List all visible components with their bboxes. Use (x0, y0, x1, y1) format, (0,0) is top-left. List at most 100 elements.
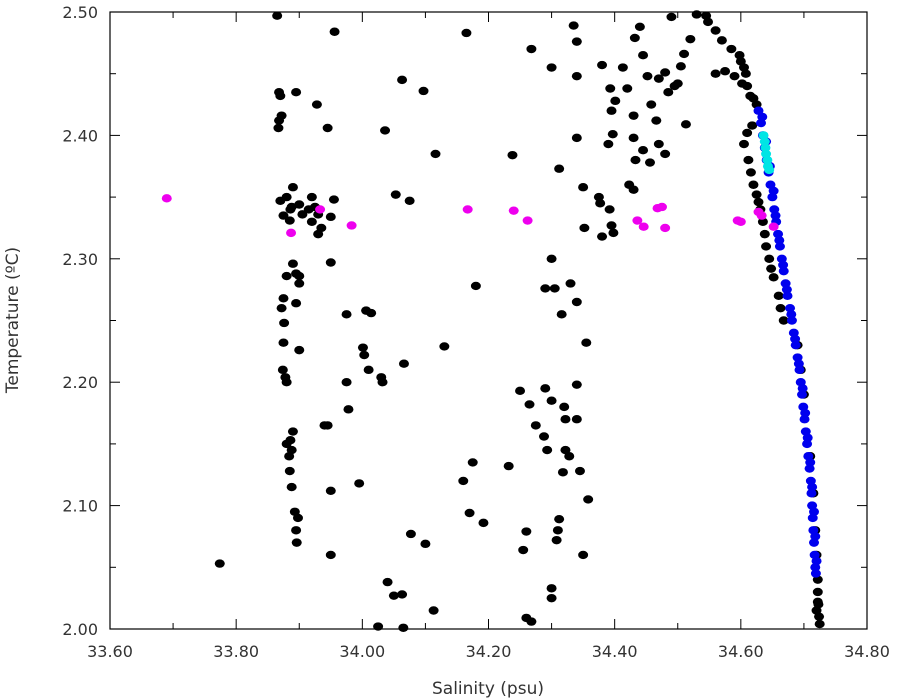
data-point (560, 445, 571, 455)
y-tick-label: 2.00 (62, 620, 98, 639)
data-point (672, 79, 683, 88)
data-point (554, 164, 565, 173)
data-point (703, 17, 714, 27)
data-point (785, 303, 796, 313)
data-point (759, 137, 770, 146)
data-point (734, 50, 745, 60)
data-point (810, 532, 821, 541)
data-point (583, 495, 594, 504)
data-point (546, 254, 557, 263)
data-point (710, 69, 721, 78)
data-point (470, 281, 481, 291)
data-point (526, 44, 537, 54)
data-point (638, 146, 649, 155)
data-point (768, 273, 779, 282)
data-point (565, 279, 576, 288)
x-axis-title: Salinity (psu) (432, 679, 544, 699)
data-point (653, 139, 664, 149)
data-point (642, 71, 653, 81)
data-point (685, 34, 696, 44)
data-point (809, 507, 820, 516)
data-point (630, 155, 641, 165)
data-point (507, 150, 518, 160)
data-point (279, 318, 290, 328)
data-point (710, 26, 721, 35)
data-point (593, 192, 604, 202)
data-point (530, 421, 541, 430)
data-point (397, 590, 408, 599)
data-point (743, 155, 754, 165)
data-point (660, 223, 671, 233)
data-point (604, 205, 615, 214)
data-point (646, 100, 657, 109)
data-point (281, 271, 292, 281)
data-point (805, 458, 816, 467)
data-point (549, 284, 560, 293)
data-point (764, 254, 775, 263)
data-point (753, 106, 764, 115)
data-point (286, 228, 297, 238)
data-point (597, 232, 608, 241)
data-point (439, 342, 450, 351)
data-point (781, 285, 792, 294)
data-point (735, 217, 746, 226)
data-points (161, 10, 825, 632)
data-point (467, 458, 478, 467)
plot-frame (109, 11, 868, 630)
data-point (738, 63, 749, 72)
data-point (790, 334, 801, 344)
data-point (277, 365, 288, 375)
data-point (214, 559, 225, 568)
data-point (526, 617, 537, 626)
data-point (554, 514, 565, 524)
data-point (275, 91, 286, 101)
data-point (390, 190, 401, 199)
data-point (769, 205, 780, 214)
data-point (546, 593, 557, 603)
data-point (377, 378, 388, 387)
data-point (790, 340, 801, 350)
data-point (666, 12, 677, 22)
x-tick-label: 33.80 (213, 642, 259, 661)
data-point (742, 128, 753, 138)
data-point (325, 486, 336, 495)
data-point (786, 316, 797, 325)
data-point (287, 259, 298, 268)
data-point (322, 123, 333, 133)
data-point (606, 221, 617, 230)
data-point (610, 96, 621, 106)
data-point (753, 197, 764, 207)
data-point (398, 623, 409, 632)
data-point (794, 365, 805, 375)
data-point (571, 133, 582, 143)
data-point (786, 310, 797, 319)
data-point (341, 378, 352, 387)
data-point (778, 266, 789, 276)
data-point (428, 606, 439, 615)
data-point (793, 359, 804, 368)
data-point (760, 143, 771, 152)
data-point (578, 550, 589, 560)
data-point (306, 217, 317, 226)
data-point (792, 353, 803, 362)
data-point (807, 482, 818, 492)
data-point (756, 211, 767, 220)
data-point (478, 518, 489, 528)
data-point (297, 210, 308, 219)
data-point (284, 466, 295, 476)
data-point (329, 27, 340, 36)
data-point (380, 126, 391, 135)
data-point (782, 291, 793, 301)
data-point (559, 402, 570, 412)
y-tick-label: 2.20 (62, 373, 98, 392)
data-point (161, 194, 172, 203)
data-point (571, 297, 582, 307)
data-point (294, 271, 305, 281)
data-point (546, 584, 557, 593)
data-point (617, 63, 628, 72)
data-point (807, 513, 818, 523)
data-point (773, 229, 784, 239)
data-point (363, 365, 374, 375)
data-point (766, 264, 777, 273)
data-point (738, 139, 749, 149)
